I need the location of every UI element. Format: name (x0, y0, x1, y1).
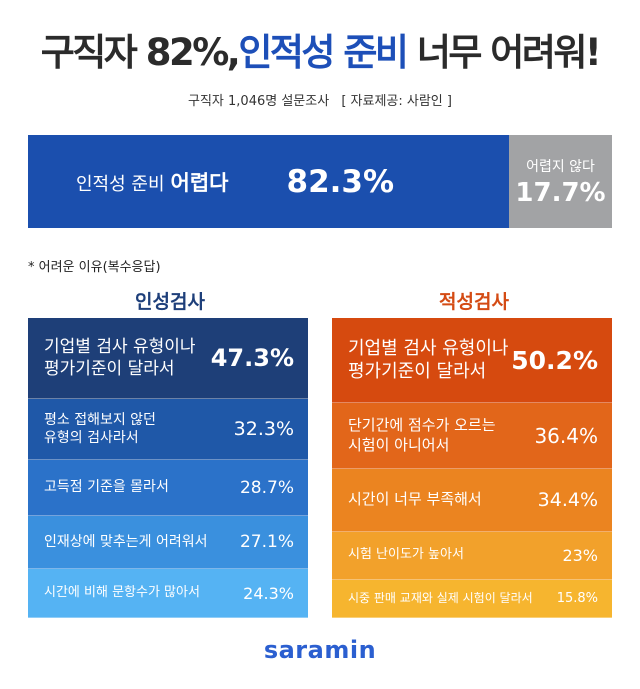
aptitude-reason-reason: 시중 판매 교재와 실제 시험이 달라서 (348, 590, 533, 605)
aptitude-reason-reason: 시간이 너무 부족해서 (348, 490, 482, 509)
hard-label-prefix: 인적성 준비 (76, 173, 165, 195)
headline-prefix: 구직자 82%, (40, 31, 241, 74)
personality-reason-value: 32.3% (233, 418, 294, 440)
personality-reason-row: 인재상에 맞추는게 어려워서 27.1% (28, 516, 308, 569)
aptitude-reason-value: 36.4% (534, 423, 598, 448)
aptitude-reason-value: 34.4% (537, 489, 598, 511)
personality-reason-value: 24.3% (243, 583, 294, 603)
survey-info: 구직자 1,046명 설문조사 [ 자료제공: 사람인 ] (0, 90, 640, 109)
aptitude-reason-value: 50.2% (511, 345, 598, 375)
personality-reason-reason: 기업별 검사 유형이나 평가기준이 달라서 (44, 336, 196, 379)
aptitude-reason-row: 시간이 너무 부족해서 34.4% (332, 469, 612, 532)
hard-value: 82.3% (286, 163, 395, 200)
saramin-logo: saramin (263, 636, 377, 664)
hard-label-emphasis: 어렵다 (170, 170, 229, 195)
personality-test-title: 인성검사 (135, 291, 205, 313)
aptitude-reason-reason: 단기간에 점수가 오르는 시험이 아니어서 (348, 416, 496, 454)
personality-reason-reason: 시간에 비해 문항수가 많아서 (44, 584, 200, 600)
personality-reason-reason: 고득점 기준을 몰라서 (44, 479, 169, 496)
aptitude-reason-row: 시험 난이도가 높아서 23% (332, 532, 612, 580)
personality-reason-reason: 인재상에 맞추는게 어려워서 (44, 533, 208, 550)
survey-size: 구직자 1,046명 설문조사 (188, 94, 330, 109)
data-source: [ 자료제공: 사람인 ] (341, 94, 452, 109)
headline: 구직자 82%,인적성 준비 너무 어려워! (0, 22, 640, 76)
aptitude-reason-row: 단기간에 점수가 오르는 시험이 아니어서 36.4% (332, 403, 612, 469)
personality-reason-row: 시간에 비해 문항수가 많아서 24.3% (28, 569, 308, 618)
aptitude-test-title: 적성검사 (439, 291, 509, 313)
personality-reason-value: 28.7% (239, 477, 294, 498)
personality-reason-reason: 평소 접해보지 않던 유형의 검사라서 (44, 411, 156, 446)
personality-reason-value: 27.1% (239, 532, 294, 552)
aptitude-reasons: 기업별 검사 유형이나 평가기준이 달라서 50.2% 단기간에 점수가 오르는 시… (332, 318, 612, 618)
personality-reasons: 기업별 검사 유형이나 평가기준이 달라서 47.3% 평소 접해보지 않던 유형의… (28, 318, 308, 618)
easy-label: 어렵지 않다 (526, 158, 595, 175)
headline-highlight: 인적성 준비 (238, 31, 409, 74)
personality-reason-row: 고득점 기준을 몰라서 28.7% (28, 460, 308, 516)
easy-value: 17.7% (515, 177, 606, 208)
summary-split-bar: 인적성 준비 어렵다 82.3% 어렵지 않다 17.7% (28, 135, 612, 228)
headline-suffix: 너무 어려워! (416, 31, 602, 74)
aptitude-reason-reason: 기업별 검사 유형이나 평가기준이 달라서 (348, 337, 509, 382)
personality-reason-value: 47.3% (210, 344, 294, 372)
hard-segment: 인적성 준비 어렵다 82.3% (28, 135, 509, 228)
aptitude-reason-reason: 시험 난이도가 높아서 (348, 547, 464, 563)
aptitude-reason-value: 15.8% (556, 591, 598, 606)
personality-reason-row: 기업별 검사 유형이나 평가기준이 달라서 47.3% (28, 318, 308, 399)
aptitude-reason-value: 23% (562, 546, 598, 565)
aptitude-reason-row: 기업별 검사 유형이나 평가기준이 달라서 50.2% (332, 318, 612, 403)
personality-reason-row: 평소 접해보지 않던 유형의 검사라서 32.3% (28, 399, 308, 460)
aptitude-reason-row: 시중 판매 교재와 실제 시험이 달라서 15.8% (332, 580, 612, 618)
multiple-response-note: * 어려운 이유(복수응답) (28, 260, 161, 275)
easy-segment: 어렵지 않다 17.7% (509, 135, 612, 228)
hard-label: 인적성 준비 어렵다 (76, 167, 229, 197)
